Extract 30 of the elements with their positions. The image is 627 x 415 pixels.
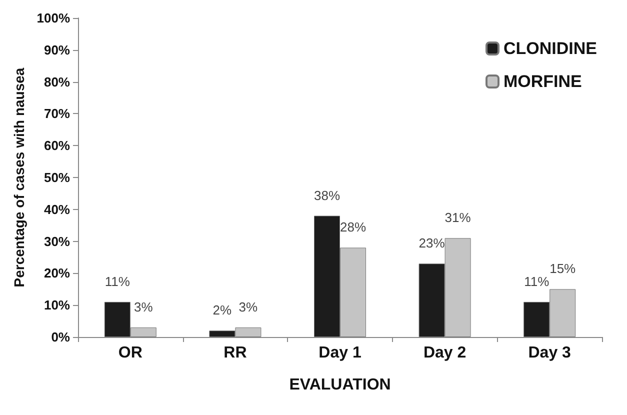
y-tick-label: 70% (44, 106, 70, 122)
data-label: 11% (524, 274, 550, 289)
x-tick-label: RR (224, 344, 248, 362)
y-tick-label: 90% (44, 42, 70, 58)
y-tick-label: 50% (44, 170, 70, 185)
y-tick-label: 40% (44, 202, 70, 217)
data-label: 28% (340, 220, 366, 235)
data-label: 11% (104, 274, 130, 289)
data-label: 23% (418, 236, 446, 251)
x-axis-title: EVALUATION (289, 376, 391, 394)
x-tick-label: Day 1 (318, 344, 362, 362)
x-tick-label: Day 2 (423, 344, 466, 362)
x-tick-label: Day 3 (528, 344, 572, 362)
x-tick-label: OR (118, 344, 143, 362)
legend-label: MORFINE (504, 72, 582, 91)
y-tick-label: 10% (44, 298, 70, 313)
y-tick-label: 60% (44, 138, 70, 154)
legend-label: CLONIDINE (504, 39, 597, 58)
y-axis-title: Percentage of cases with nausea (10, 68, 27, 288)
y-tick-label: 20% (44, 266, 70, 281)
data-label: 31% (444, 210, 472, 226)
y-tick-label: 0% (51, 330, 70, 344)
data-label: 3% (238, 299, 258, 314)
data-label: 2% (212, 302, 232, 318)
data-label: 15% (550, 261, 576, 276)
y-tick-label: 100% (36, 10, 70, 26)
y-tick-label: 80% (44, 74, 70, 90)
data-label: 3% (134, 299, 154, 314)
y-tick-label: 30% (44, 234, 70, 249)
data-label: 38% (314, 188, 340, 203)
